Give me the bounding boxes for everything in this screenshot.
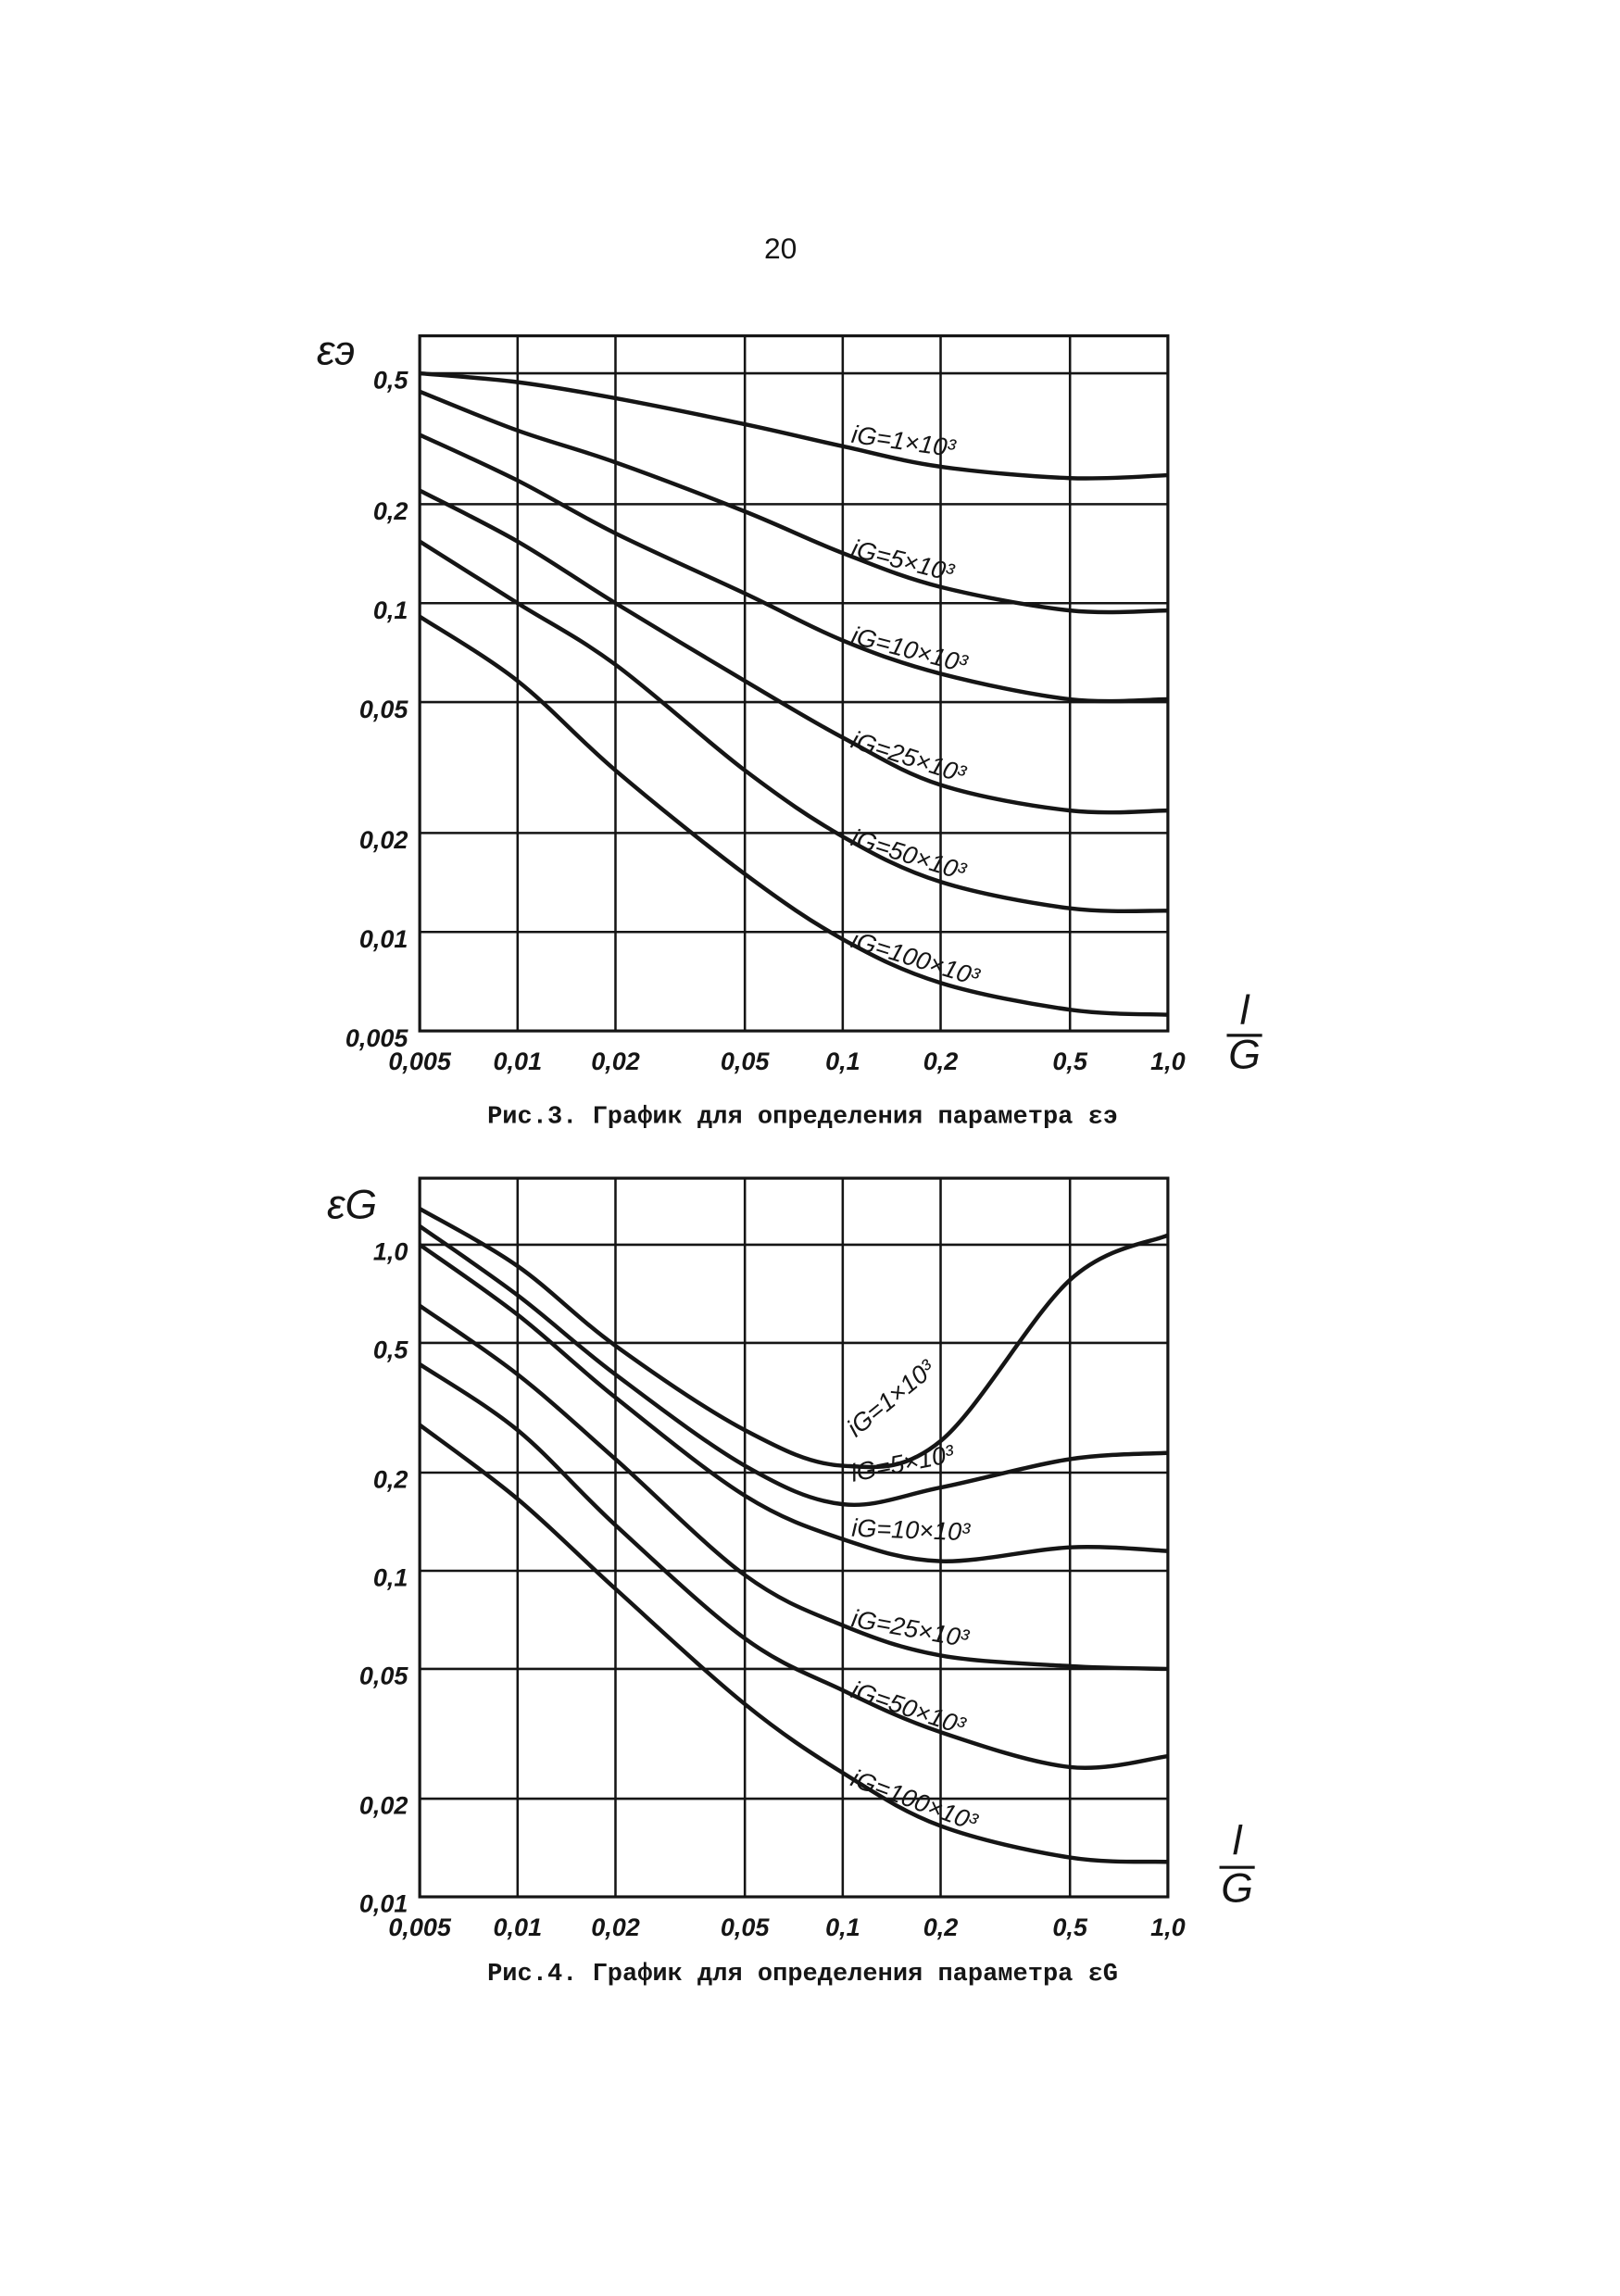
x-tick-label: 0,02 (591, 1048, 640, 1075)
y-tick-label: 0,2 (373, 497, 408, 525)
series-label: iG=10×10³ (851, 1514, 972, 1547)
data-line (419, 370, 1168, 481)
y-axis-label: εэ (317, 328, 355, 373)
x-tick-label: 0,5 (1052, 1048, 1088, 1075)
y-tick-label: 0,05 (359, 696, 409, 723)
page-number: 20 (764, 232, 797, 265)
x-tick-label: 1,0 (1150, 1913, 1186, 1941)
data-line (419, 1207, 1169, 1470)
x-axis-label: G (1228, 1032, 1261, 1077)
y-tick-label: 0,01 (359, 925, 408, 953)
y-tick-label: 0,5 (373, 1336, 409, 1364)
data-line (419, 433, 1168, 704)
data-line (418, 1303, 1168, 1672)
data-line (418, 1224, 1169, 1507)
y-tick-label: 0,1 (373, 596, 408, 624)
x-tick-label: 0,05 (721, 1048, 771, 1075)
x-axis-label: l (1233, 1819, 1243, 1864)
x-tick-label: 0,1 (825, 1913, 860, 1941)
data-line (418, 1243, 1168, 1563)
x-tick-label: 0,05 (721, 1913, 771, 1941)
x-tick-label: 1,0 (1150, 1048, 1186, 1075)
x-tick-label: 0,01 (494, 1913, 543, 1941)
x-axis-label: G (1221, 1865, 1253, 1911)
data-line (419, 389, 1168, 615)
data-line (418, 1362, 1169, 1770)
y-tick-label: 0,1 (373, 1564, 408, 1592)
y-tick-label: 0,5 (373, 367, 409, 395)
data-line (419, 488, 1168, 815)
x-tick-label: 0,5 (1052, 1913, 1088, 1941)
x-tick-label: 0,02 (591, 1913, 640, 1941)
x-tick-label: 0,01 (494, 1048, 543, 1075)
y-tick-label: 0,02 (359, 1792, 408, 1820)
x-tick-label: 0,1 (825, 1048, 860, 1075)
y-tick-label: 0,05 (359, 1662, 409, 1690)
y-tick-label: 0,2 (373, 1466, 408, 1494)
data-line (418, 1423, 1168, 1864)
x-tick-label: 0,2 (923, 1913, 959, 1941)
y-tick-label: 0,01 (359, 1890, 408, 1918)
data-line (418, 614, 1168, 1017)
x-tick-label: 0,005 (388, 1048, 452, 1075)
figure-caption: Рис.3. График для определения параметра … (487, 1102, 1118, 1131)
y-tick-label: 0,02 (359, 826, 408, 854)
y-tick-label: 1,0 (373, 1238, 408, 1266)
y-axis-label: εG (327, 1183, 377, 1228)
x-tick-label: 0,2 (923, 1048, 959, 1075)
y-tick-label: 0,005 (345, 1024, 409, 1052)
figure-caption: Рис.4. График для определения параметра … (487, 1960, 1118, 1989)
x-axis-label: l (1240, 988, 1250, 1034)
x-tick-label: 0,005 (388, 1913, 452, 1941)
data-line (418, 539, 1168, 914)
